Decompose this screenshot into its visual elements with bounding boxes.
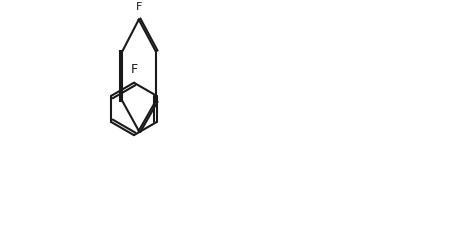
Text: F: F [130, 63, 137, 76]
Text: F: F [136, 2, 142, 12]
